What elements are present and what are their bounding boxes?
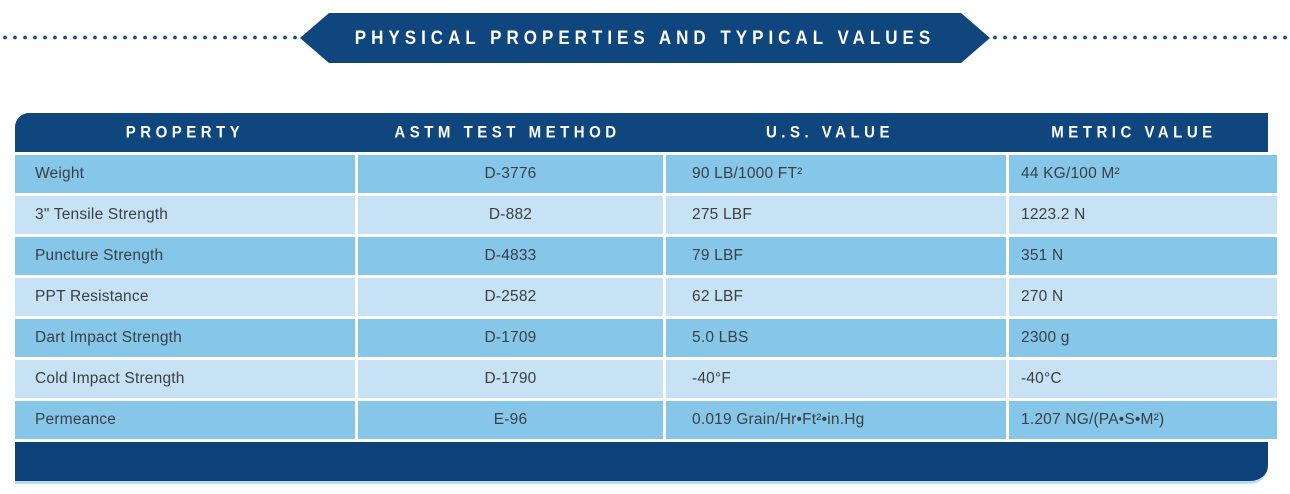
- cell-us-value: 62 LBF: [666, 278, 1006, 316]
- column-header-metric-value: METRIC VALUE: [1051, 122, 1217, 143]
- physical-properties-table: PROPERTY ASTM TEST METHOD U.S. VALUE MET…: [15, 113, 1277, 484]
- cell-astm-method: D-1790: [358, 360, 663, 398]
- cell-astm-method: E-96: [358, 401, 663, 439]
- cell-property: Weight: [15, 155, 355, 193]
- table-row: 3" Tensile Strength D-882 275 LBF 1223.2…: [15, 196, 1277, 234]
- cell-astm-method: D-3776: [358, 155, 663, 193]
- cell-metric-value: 44 KG/100 M²: [1009, 155, 1277, 193]
- cell-metric-value: 1223.2 N: [1009, 196, 1277, 234]
- section-title: PHYSICAL PROPERTIES AND TYPICAL VALUES: [354, 26, 936, 49]
- cell-astm-method: D-2582: [358, 278, 663, 316]
- cell-astm-method: D-4833: [358, 237, 663, 275]
- table-header-row: PROPERTY ASTM TEST METHOD U.S. VALUE MET…: [15, 113, 1268, 152]
- cell-us-value: 0.019 Grain/Hr•Ft²•in.Hg: [666, 401, 1006, 439]
- dotted-rule-left: [0, 35, 300, 40]
- cell-property: PPT Resistance: [15, 278, 355, 316]
- column-header-us-value: U.S. VALUE: [765, 122, 895, 143]
- table-row: Puncture Strength D-4833 79 LBF 351 N: [15, 237, 1277, 275]
- cell-astm-method: D-1709: [358, 319, 663, 357]
- banner-ribbon: PHYSICAL PROPERTIES AND TYPICAL VALUES: [300, 13, 990, 63]
- cell-property: 3" Tensile Strength: [15, 196, 355, 234]
- column-header-property: PROPERTY: [125, 122, 245, 143]
- cell-metric-value: -40°C: [1009, 360, 1277, 398]
- cell-property: Cold Impact Strength: [15, 360, 355, 398]
- cell-metric-value: 2300 g: [1009, 319, 1277, 357]
- cell-us-value: 90 LB/1000 FT²: [666, 155, 1006, 193]
- cell-metric-value: 1.207 NG/(PA•S•M²): [1009, 401, 1277, 439]
- cell-us-value: -40°F: [666, 360, 1006, 398]
- cell-property: Permeance: [15, 401, 355, 439]
- section-banner: PHYSICAL PROPERTIES AND TYPICAL VALUES: [0, 0, 1290, 75]
- column-header-astm-method: ASTM TEST METHOD: [394, 122, 621, 143]
- table-row: Cold Impact Strength D-1790 -40°F -40°C: [15, 360, 1277, 398]
- cell-metric-value: 351 N: [1009, 237, 1277, 275]
- table-row: Dart Impact Strength D-1709 5.0 LBS 2300…: [15, 319, 1277, 357]
- table-row: Weight D-3776 90 LB/1000 FT² 44 KG/100 M…: [15, 155, 1277, 193]
- cell-astm-method: D-882: [358, 196, 663, 234]
- table-row: Permeance E-96 0.019 Grain/Hr•Ft²•in.Hg …: [15, 401, 1277, 439]
- table-footer-bar: [15, 442, 1268, 484]
- cell-property: Dart Impact Strength: [15, 319, 355, 357]
- table-row: PPT Resistance D-2582 62 LBF 270 N: [15, 278, 1277, 316]
- cell-us-value: 79 LBF: [666, 237, 1006, 275]
- cell-metric-value: 270 N: [1009, 278, 1277, 316]
- cell-property: Puncture Strength: [15, 237, 355, 275]
- dotted-rule-right: [990, 35, 1290, 40]
- cell-us-value: 275 LBF: [666, 196, 1006, 234]
- cell-us-value: 5.0 LBS: [666, 319, 1006, 357]
